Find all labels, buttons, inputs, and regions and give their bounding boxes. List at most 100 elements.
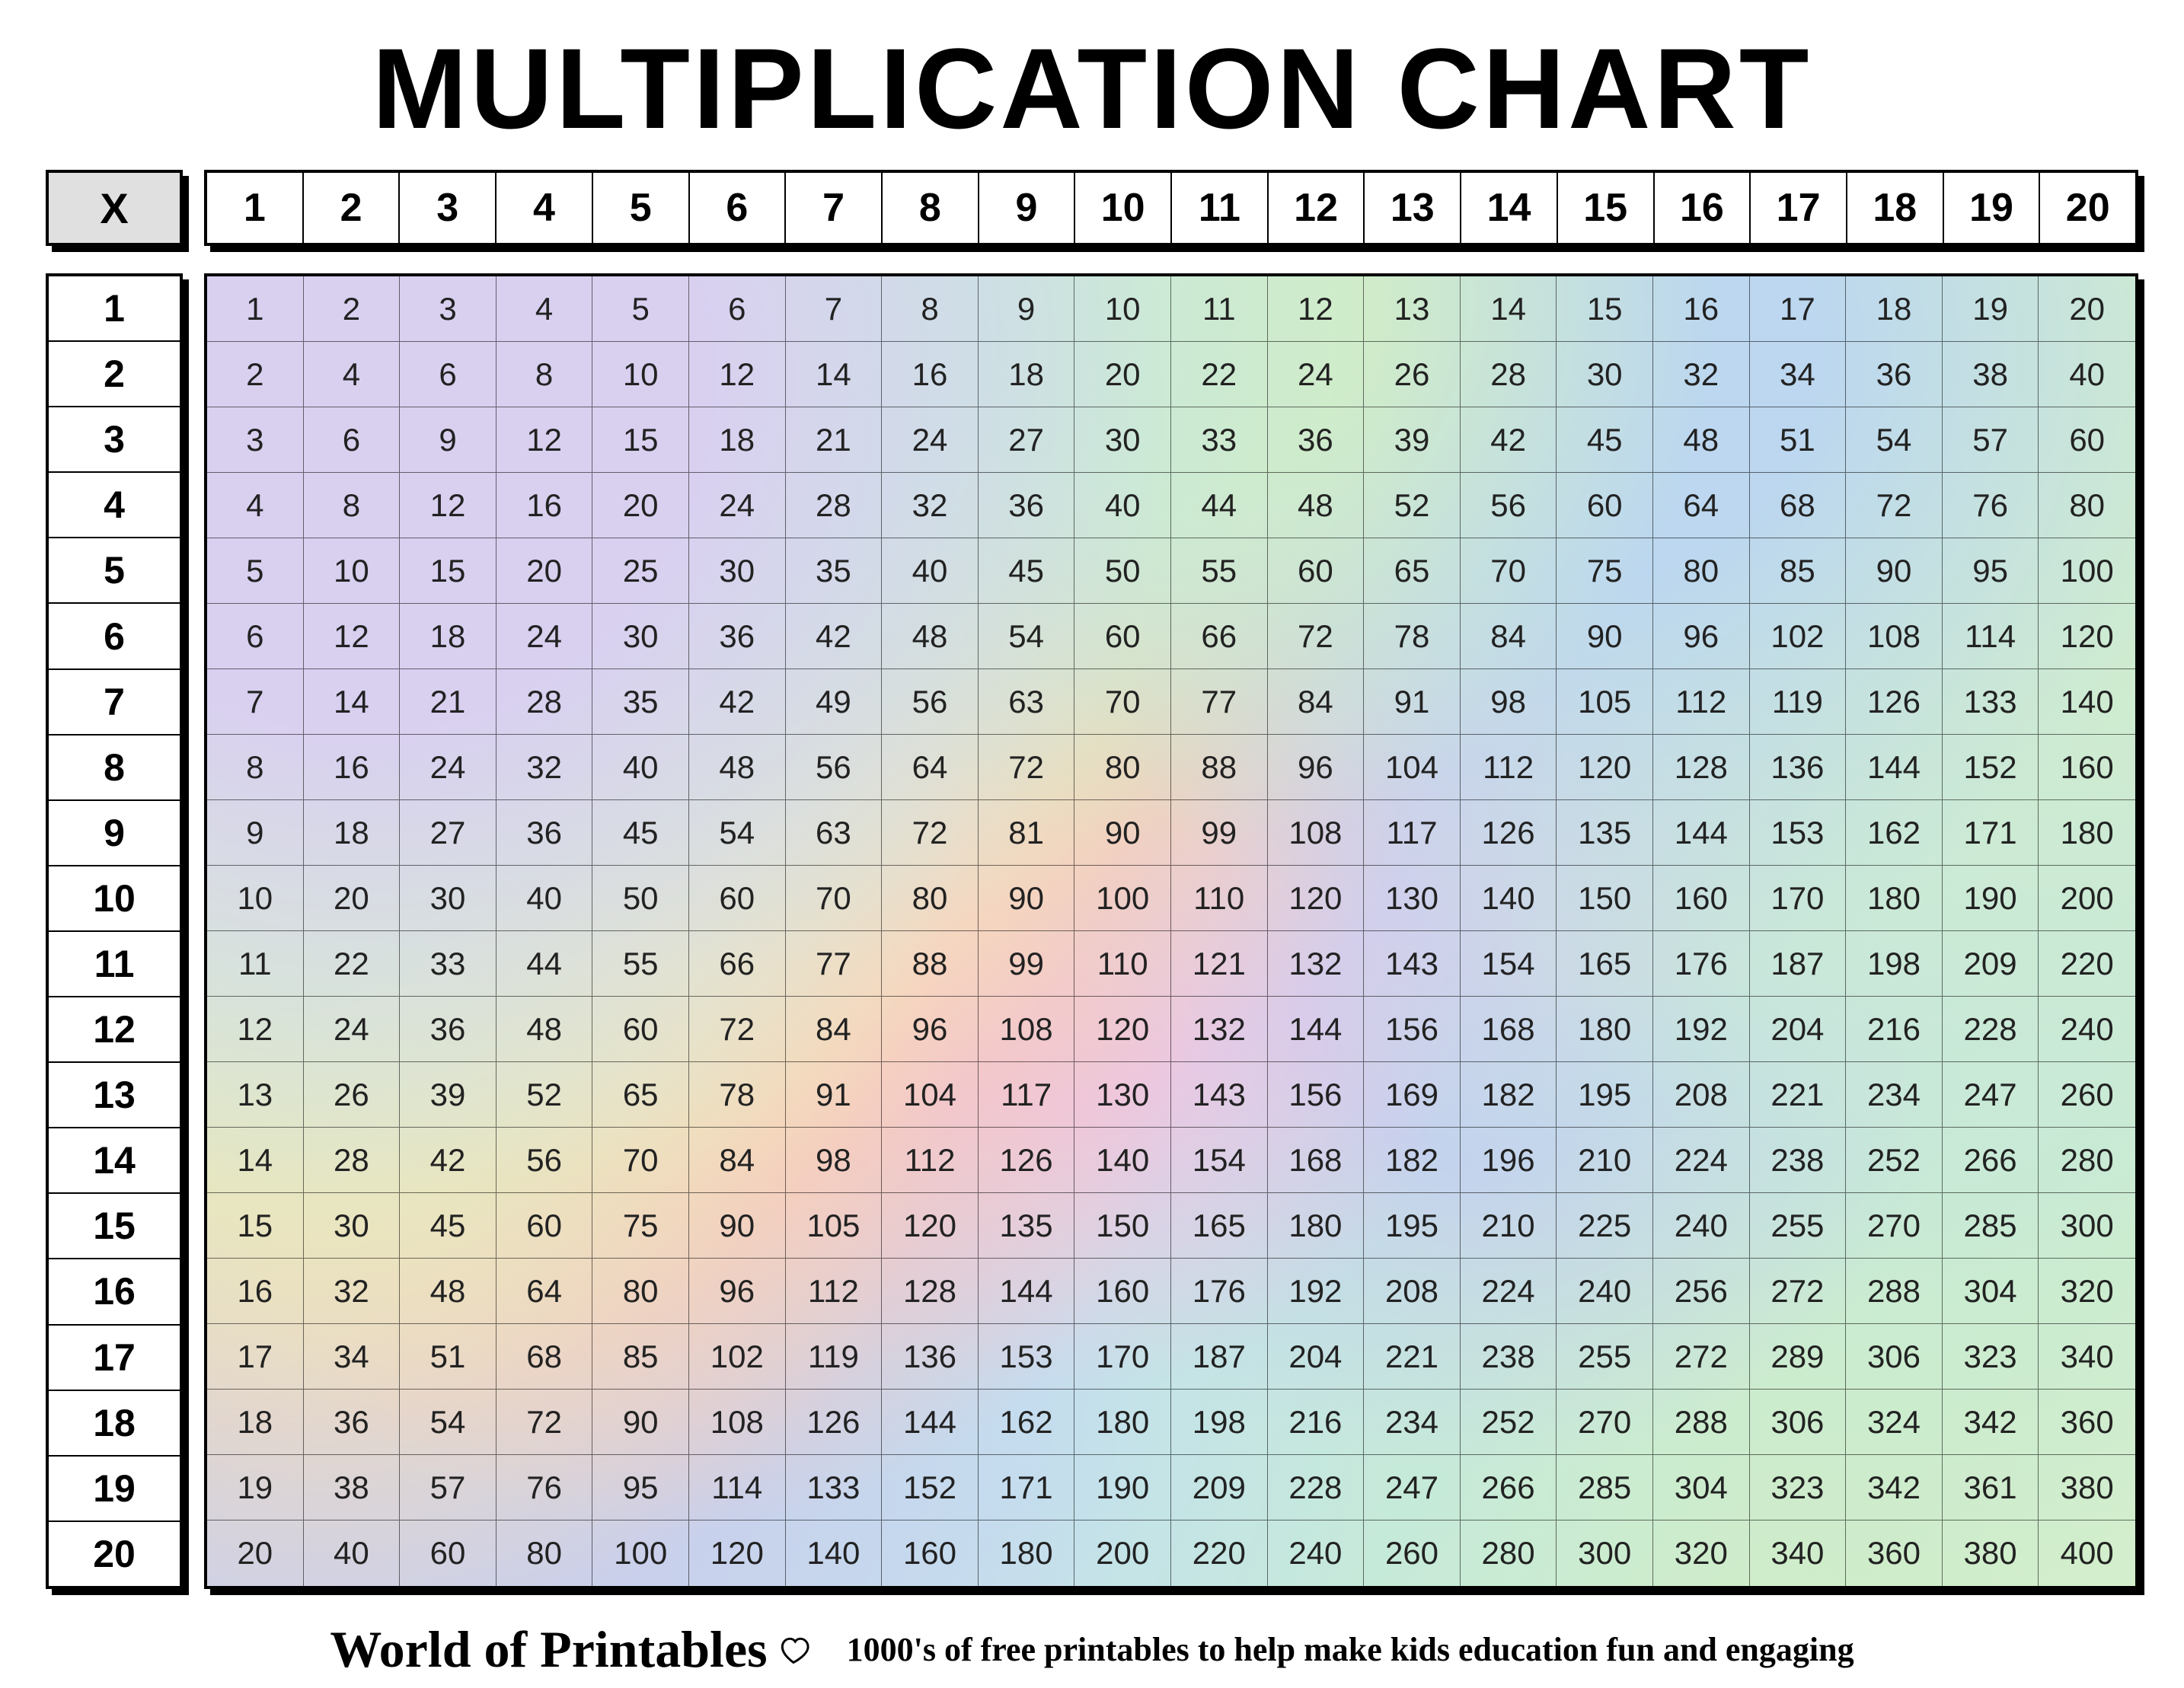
table-cell: 280 [2039,1128,2135,1193]
table-cell: 140 [1074,1128,1171,1193]
table-cell: 36 [1846,342,1943,407]
table-cell: 57 [400,1455,497,1520]
table-cell: 10 [1074,276,1171,342]
table-cell: 209 [1171,1455,1268,1520]
table-cell: 255 [1557,1324,1653,1390]
table-cell: 144 [1846,735,1943,800]
table-cell: 36 [1268,407,1365,473]
table-cell: 260 [1364,1520,1461,1586]
table-cell: 60 [1074,604,1171,669]
row-header: 19 [49,1457,180,1522]
table-cell: 40 [592,735,689,800]
table-cell: 50 [1074,538,1171,604]
table-cell: 300 [2039,1193,2135,1259]
table-cell: 64 [497,1259,593,1324]
table-cell: 14 [304,669,401,735]
table-cell: 18 [979,342,1075,407]
table-cell: 63 [786,800,883,866]
table-cell: 8 [304,473,401,538]
table-cell: 48 [1653,407,1750,473]
table-cell: 38 [304,1455,401,1520]
table-cell: 256 [1653,1259,1750,1324]
table-cell: 120 [1074,997,1171,1062]
row-header: 18 [49,1391,180,1457]
table-cell: 49 [786,669,883,735]
table-cell: 40 [304,1520,401,1586]
table-cell: 18 [689,407,786,473]
table-cell: 76 [497,1455,593,1520]
table-cell: 90 [1846,538,1943,604]
footer: World of Printables 1000's of free print… [46,1619,2138,1680]
table-cell: 182 [1364,1128,1461,1193]
table-cell: 150 [1557,866,1653,931]
table-cell: 21 [400,669,497,735]
table-cell: 160 [2039,735,2135,800]
table-cell: 96 [1268,735,1365,800]
column-header: 1 [207,173,304,243]
table-cell: 84 [1268,669,1365,735]
table-cell: 40 [1074,473,1171,538]
table-cell: 70 [592,1128,689,1193]
table-cell: 176 [1171,1259,1268,1324]
table-cell: 51 [1750,407,1847,473]
column-header: 13 [1365,173,1461,243]
table-cell: 160 [1074,1259,1171,1324]
table-cell: 56 [1461,473,1557,538]
table-cell: 128 [1653,735,1750,800]
table-cell: 102 [1750,604,1847,669]
table-cell: 170 [1074,1324,1171,1390]
brand-text: World of Printables [330,1619,767,1680]
table-cell: 72 [689,997,786,1062]
table-cell: 80 [497,1520,593,1586]
table-cell: 360 [2039,1390,2135,1455]
table-cell: 272 [1653,1324,1750,1390]
row-header: 3 [49,407,180,473]
multiplication-grid: 1234567891011121314151617181920246810121… [204,273,2138,1589]
table-cell: 130 [1364,866,1461,931]
table-cell: 99 [1171,800,1268,866]
table-cell: 98 [786,1128,883,1193]
table-cell: 152 [1943,735,2039,800]
table-cell: 45 [1557,407,1653,473]
table-cell: 224 [1461,1259,1557,1324]
table-cell: 187 [1750,931,1847,997]
table-cell: 72 [497,1390,593,1455]
table-cell: 30 [1557,342,1653,407]
table-cell: 40 [2039,342,2135,407]
body-strip: 1234567891011121314151617181920 12345678… [46,273,2138,1589]
column-header: 3 [400,173,497,243]
table-cell: 272 [1750,1259,1847,1324]
table-cell: 44 [1171,473,1268,538]
table-cell: 85 [1750,538,1847,604]
table-cell: 6 [304,407,401,473]
row-header: 8 [49,736,180,801]
row-header: 16 [49,1259,180,1325]
table-cell: 270 [1557,1390,1653,1455]
table-cell: 240 [1268,1520,1365,1586]
table-cell: 153 [1750,800,1847,866]
row-header: 2 [49,342,180,407]
table-cell: 108 [1846,604,1943,669]
table-cell: 133 [786,1455,883,1520]
table-cell: 228 [1268,1455,1365,1520]
table-cell: 180 [1557,997,1653,1062]
table-cell: 35 [786,538,883,604]
table-cell: 68 [497,1324,593,1390]
table-cell: 126 [1846,669,1943,735]
table-cell: 255 [1750,1193,1847,1259]
table-cell: 75 [592,1193,689,1259]
table-cell: 400 [2039,1520,2135,1586]
table-cell: 8 [882,276,979,342]
table-cell: 285 [1557,1455,1653,1520]
table-cell: 18 [207,1390,304,1455]
table-cell: 224 [1653,1128,1750,1193]
table-cell: 324 [1846,1390,1943,1455]
column-header: 9 [979,173,1076,243]
table-cell: 240 [1653,1193,1750,1259]
table-cell: 70 [1074,669,1171,735]
table-cell: 16 [304,735,401,800]
table-cell: 2 [304,276,401,342]
table-cell: 54 [689,800,786,866]
table-cell: 50 [592,866,689,931]
table-cell: 60 [592,997,689,1062]
